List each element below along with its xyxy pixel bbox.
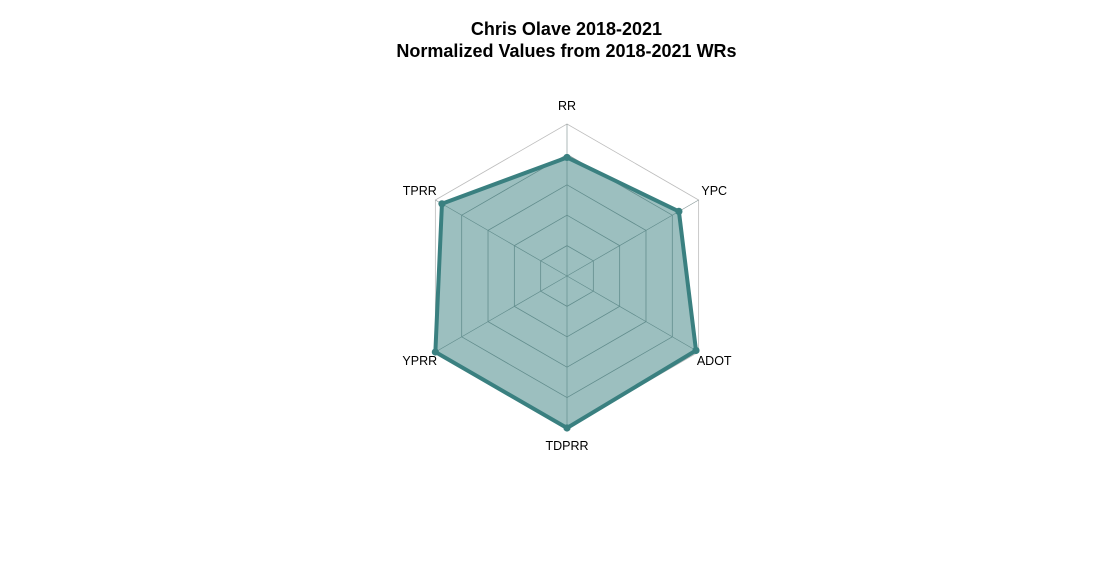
axis-label: RR [558, 99, 576, 113]
axis-label: TDPRR [545, 439, 588, 453]
series-area [433, 155, 699, 430]
data-point [431, 348, 439, 356]
data-point [692, 346, 700, 355]
axis-label: YPC [701, 184, 727, 198]
chart-title-block: Chris Olave 2018-2021 Normalized Values … [0, 18, 1097, 62]
data-point [563, 153, 571, 162]
chart-subtitle: Normalized Values from 2018-2021 WRs [396, 41, 737, 61]
chart-title: Chris Olave 2018-2021 [470, 19, 663, 39]
axis-labels: RR YPC ADOT TDPRR YPRR TPRR [402, 99, 732, 453]
axis-label: ADOT [697, 354, 732, 368]
axis-label: YPRR [402, 354, 437, 368]
data-point [563, 424, 571, 432]
radar-series [431, 153, 700, 432]
data-point [675, 207, 683, 215]
data-point [438, 200, 446, 208]
axis-label: TPRR [403, 184, 437, 198]
